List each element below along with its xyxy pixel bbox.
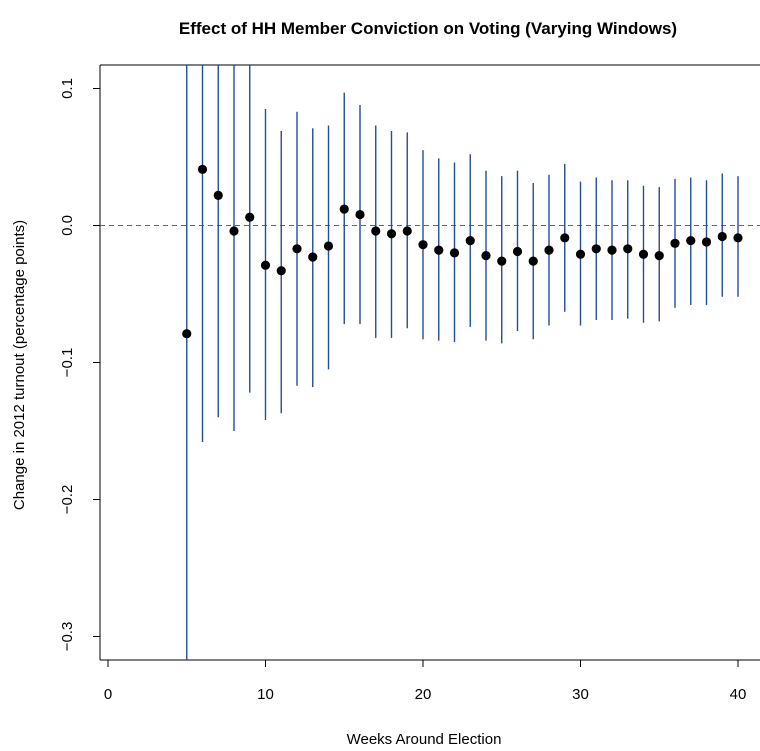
data-point <box>544 245 554 255</box>
y-tick-label: 0.0 <box>59 215 76 236</box>
data-point <box>497 256 507 266</box>
data-point <box>245 212 255 222</box>
y-axis: −0.3 −0.2 −0.1 0.0 0.1 <box>59 78 100 651</box>
data-point <box>339 204 349 214</box>
y-tick-label: −0.3 <box>59 622 76 652</box>
data-point <box>371 226 381 236</box>
data-point <box>512 246 523 257</box>
x-tick-label: 30 <box>572 686 589 703</box>
data-point <box>182 329 192 339</box>
data-point <box>323 241 334 251</box>
data-point <box>481 251 491 261</box>
plot-area <box>99 64 760 661</box>
data-point <box>449 248 460 258</box>
x-tick-label: 0 <box>104 686 112 703</box>
data-point <box>213 190 223 200</box>
data-point <box>733 233 743 243</box>
x-axis-label: Weeks Around Election <box>347 731 502 748</box>
data-point <box>528 256 538 266</box>
y-tick-label: −0.1 <box>59 348 76 378</box>
data-point <box>638 249 649 259</box>
x-tick-label: 40 <box>730 686 747 703</box>
data-point <box>465 235 475 246</box>
data-point <box>670 238 680 248</box>
data-point <box>355 209 365 220</box>
data-point <box>591 244 601 254</box>
data-point <box>607 245 617 255</box>
data-point <box>575 249 586 259</box>
y-tick-label: −0.2 <box>59 485 76 515</box>
data-point <box>434 245 444 255</box>
data-point <box>292 244 302 254</box>
x-axis: 0 10 20 30 40 <box>104 660 747 703</box>
data-point <box>623 244 633 254</box>
chart-title: Effect of HH Member Conviction on Voting… <box>179 19 677 38</box>
data-point <box>260 260 271 270</box>
x-tick-label: 10 <box>257 686 274 703</box>
data-point <box>229 226 239 236</box>
data-point <box>276 266 286 276</box>
y-tick-label: 0.1 <box>59 78 76 99</box>
data-point <box>701 237 712 247</box>
data-point <box>418 240 428 250</box>
data-point <box>386 229 397 239</box>
data-point <box>308 252 318 262</box>
data-point <box>560 233 570 243</box>
x-tick-label: 20 <box>415 686 432 703</box>
data-point <box>717 231 727 242</box>
data-point <box>654 251 664 261</box>
data-point <box>686 235 696 246</box>
data-point <box>402 226 412 236</box>
y-axis-label: Change in 2012 turnout (percentage point… <box>11 220 28 510</box>
data-point <box>197 164 208 174</box>
